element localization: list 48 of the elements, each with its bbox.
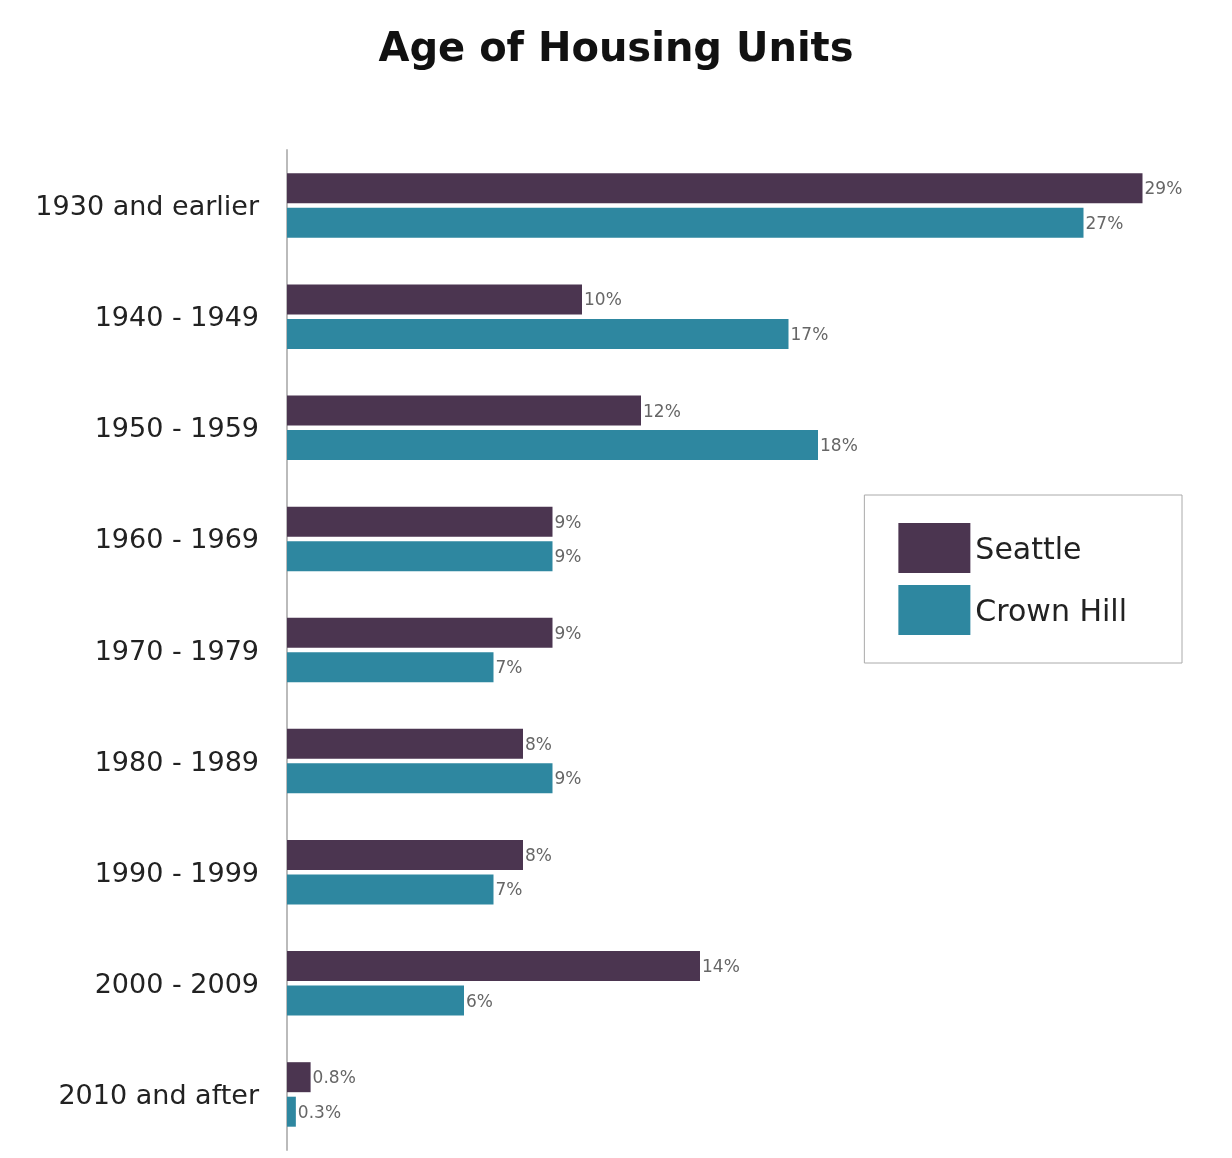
data-label: 29% — [1144, 178, 1183, 199]
y-tick-label: 2000 - 2009 — [94, 967, 259, 999]
bar — [287, 763, 553, 794]
y-tick-label: 2010 and after — [58, 1078, 260, 1110]
legend-label: Crown Hill — [975, 592, 1128, 628]
bar — [287, 951, 700, 982]
data-label: 9% — [554, 768, 582, 789]
data-label: 18% — [820, 435, 858, 456]
data-label: 8% — [525, 844, 552, 865]
y-tick-label: 1950 - 1959 — [94, 412, 259, 444]
data-label: 10% — [584, 289, 622, 310]
bar — [287, 541, 553, 572]
bar — [287, 874, 494, 905]
data-label: 9% — [554, 511, 582, 532]
bar — [287, 318, 789, 349]
data-label: 9% — [554, 622, 582, 643]
bar — [287, 207, 1084, 238]
data-label: 7% — [495, 879, 523, 900]
bar — [287, 284, 582, 315]
bar — [287, 1062, 311, 1093]
y-tick-label: 1970 - 1979 — [94, 634, 259, 666]
bar — [287, 985, 464, 1016]
y-tick-label: 1990 - 1999 — [94, 856, 259, 888]
data-label: 9% — [554, 546, 582, 567]
bar — [287, 430, 818, 461]
bar — [287, 395, 641, 426]
bar — [287, 1096, 296, 1127]
data-label: 27% — [1085, 212, 1124, 233]
data-label: 0.8% — [312, 1067, 356, 1088]
y-tick-label: 1930 and earlier — [35, 190, 260, 222]
data-label: 8% — [525, 733, 552, 754]
data-label: 0.3% — [297, 1101, 342, 1122]
chart-title: Age of Housing Units — [378, 24, 854, 70]
bar — [287, 506, 553, 537]
y-tick-label: 1960 - 1969 — [94, 523, 259, 555]
data-label: 17% — [790, 323, 829, 344]
bar — [287, 173, 1143, 204]
bar — [287, 652, 494, 683]
data-label: 12% — [643, 400, 681, 421]
y-tick-label: 1940 - 1949 — [94, 301, 259, 333]
y-tick-label: 1980 - 1989 — [94, 745, 259, 777]
data-label: 7% — [495, 657, 523, 678]
data-label: 14% — [702, 956, 740, 977]
data-label: 6% — [466, 990, 493, 1011]
bar — [287, 617, 553, 648]
legend-label: Seattle — [975, 530, 1082, 566]
bar — [287, 839, 523, 870]
bar — [287, 728, 523, 759]
